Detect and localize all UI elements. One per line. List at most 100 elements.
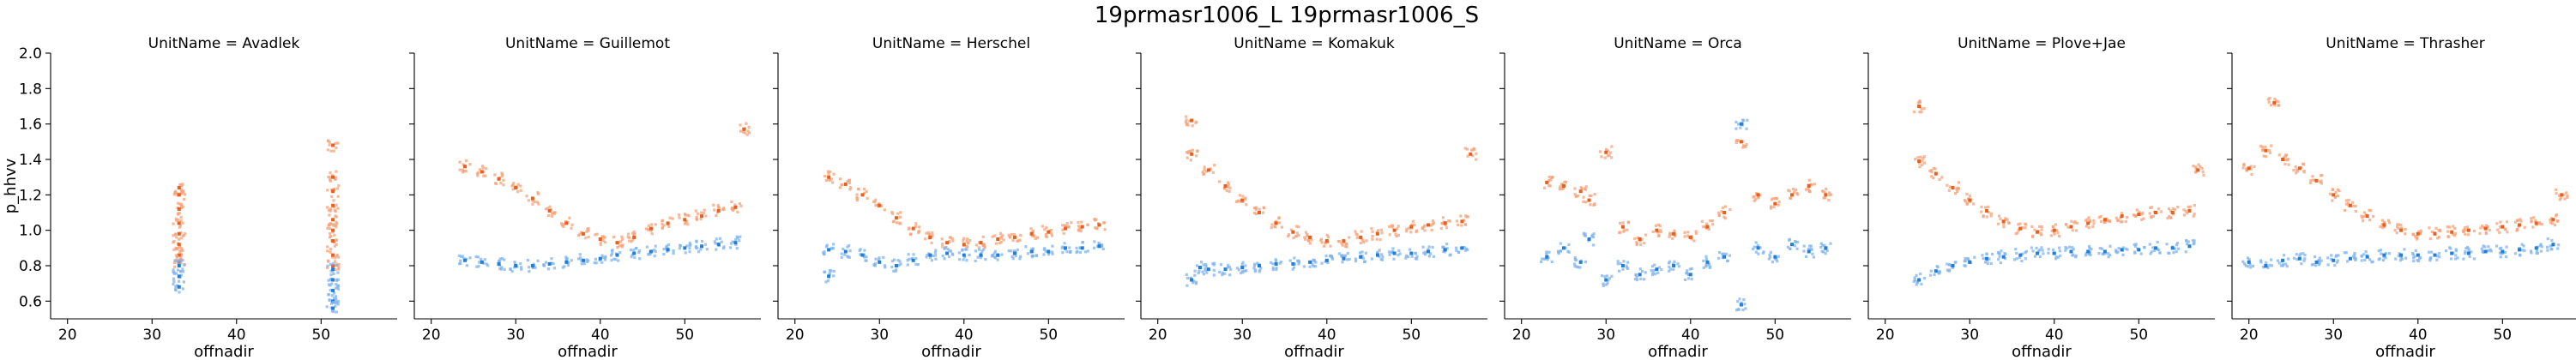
data-point-cloud (482, 174, 486, 177)
data-point-cloud (1660, 267, 1663, 272)
data-point-cloud (1704, 265, 1708, 268)
data-point-cloud (2462, 257, 2465, 261)
data-point (1917, 159, 1921, 164)
data-point-cloud (552, 261, 555, 266)
data-point-cloud (686, 223, 690, 226)
data-point-cloud (1633, 278, 1638, 281)
data-point-cloud (878, 256, 881, 260)
data-point-cloud (2346, 201, 2350, 205)
data-point-cloud (2488, 228, 2491, 232)
data-point (878, 203, 882, 207)
data-point-cloud (2088, 246, 2091, 250)
data-point-cloud (2175, 243, 2179, 247)
data-point-cloud (2054, 229, 2059, 232)
data-point-cloud (2024, 222, 2027, 225)
data-point-cloud (1795, 191, 1799, 195)
data-point-cloud (848, 249, 852, 253)
data-point (1047, 230, 1051, 234)
data-point-cloud (2284, 262, 2288, 266)
data-point-cloud (593, 261, 596, 265)
data-point-cloud (1593, 203, 1596, 207)
data-point-cloud (1010, 249, 1013, 253)
data-point-cloud (2295, 253, 2298, 256)
data-point (1359, 235, 1363, 239)
data-point-cloud (2120, 212, 2124, 215)
data-point-cloud (688, 250, 691, 254)
data-point-cloud (2149, 252, 2152, 255)
data-point-cloud (2519, 219, 2523, 223)
data-point-cloud (1032, 254, 1035, 258)
data-point (1190, 152, 1194, 156)
data-point-cloud (917, 230, 920, 233)
data-point-cloud (1575, 265, 1578, 268)
data-point-cloud (1032, 235, 1036, 238)
data-point-cloud (601, 238, 605, 242)
data-point-cloud (335, 264, 338, 267)
data-point-cloud (1759, 246, 1762, 249)
data-point-cloud (2438, 255, 2441, 259)
data-point-cloud (2520, 243, 2524, 246)
data-point-cloud (181, 287, 184, 291)
data-point-cloud (1685, 272, 1688, 275)
data-point-cloud (2087, 216, 2090, 219)
data-point-cloud (2084, 254, 2088, 257)
data-point-cloud (2012, 258, 2017, 261)
data-point-cloud (2285, 265, 2289, 268)
data-point-cloud (1185, 284, 1189, 287)
data-point-cloud (2249, 266, 2253, 269)
data-point-cloud (736, 210, 739, 213)
data-point-cloud (1189, 276, 1192, 280)
data-point-cloud (862, 187, 866, 191)
data-point-cloud (729, 242, 733, 245)
data-point (2154, 211, 2158, 214)
data-point-cloud (1079, 227, 1083, 231)
data-point-cloud (946, 247, 950, 251)
data-point-cloud (2242, 262, 2247, 266)
data-point-cloud (1050, 231, 1053, 235)
data-point-cloud (2550, 238, 2554, 243)
data-point-cloud (1044, 232, 1047, 237)
data-point-cloud (2283, 158, 2288, 162)
data-point-cloud (2539, 243, 2543, 246)
data-point-cloud (2004, 217, 2007, 220)
data-point-cloud (329, 222, 333, 225)
data-point (666, 221, 670, 225)
data-point-cloud (826, 170, 830, 173)
data-point-cloud (2384, 256, 2387, 260)
data-point-cloud (570, 226, 573, 230)
data-point-cloud (1464, 247, 1468, 250)
data-point-cloud (498, 260, 502, 263)
data-point-cloud (695, 215, 698, 219)
data-point-cloud (2199, 165, 2202, 169)
data-point-cloud (1061, 251, 1065, 255)
data-point-cloud (896, 259, 900, 262)
data-point-cloud (1687, 273, 1691, 276)
data-point (632, 235, 636, 239)
data-point-cloud (914, 262, 918, 266)
data-point-cloud (2487, 245, 2490, 249)
data-point-cloud (1808, 244, 1812, 248)
data-point-cloud (1221, 271, 1224, 274)
data-point-cloud (694, 209, 697, 213)
data-point (1705, 260, 1710, 264)
data-point-cloud (1707, 227, 1710, 231)
data-point-cloud (1030, 247, 1034, 250)
data-point-cloud (2320, 259, 2323, 262)
data-point-cloud (2185, 239, 2188, 243)
data-point-cloud (638, 257, 642, 261)
data-point-cloud (1603, 275, 1607, 279)
data-point-cloud (666, 249, 669, 254)
data-point-cloud (825, 243, 829, 247)
data-point-cloud (647, 224, 650, 228)
data-point-cloud (1360, 230, 1363, 233)
data-point-cloud (1776, 260, 1779, 263)
data-point-cloud (629, 249, 633, 252)
data-point (2036, 230, 2040, 234)
data-point-cloud (1293, 262, 1297, 266)
data-point-cloud (1590, 233, 1594, 237)
data-point (1620, 264, 1625, 267)
data-point-cloud (1291, 267, 1294, 271)
data-point-cloud (2360, 259, 2363, 262)
data-point-cloud (1573, 193, 1577, 196)
data-point-cloud (1588, 194, 1591, 197)
